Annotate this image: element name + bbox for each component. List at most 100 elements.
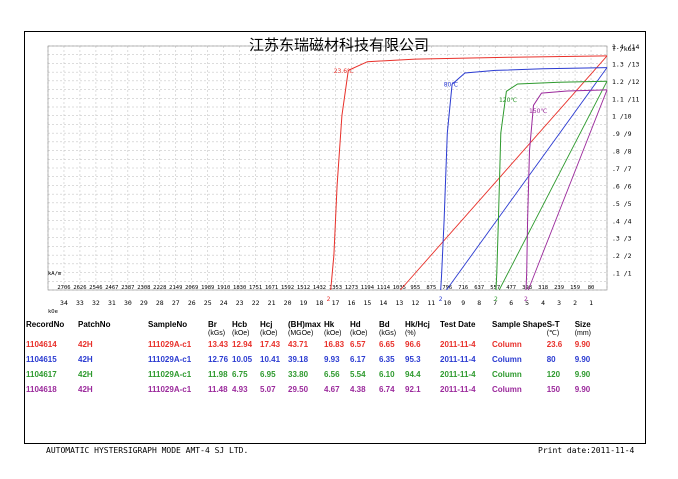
x-tick-label-koe: 13 [395, 299, 403, 307]
x-tick-label-kam: 1671 [265, 285, 278, 291]
table-cell: 9.90 [574, 355, 591, 364]
y-tick-label: .8 /8 [612, 148, 632, 156]
y-tick-label: .6 /6 [612, 182, 632, 190]
x-axis-unit-koe: kOe [48, 309, 58, 315]
temperature-label: 23.6℃ [334, 68, 354, 75]
x-tick-label-koe: 23 [236, 299, 244, 307]
col-hcb: Hcb [232, 320, 248, 329]
y-tick-label: 1 /10 [612, 113, 632, 121]
col-st: S-T [546, 320, 560, 329]
footer-instrument: AUTOMATIC HYSTERSIGRAPH MODE AMT-4 SJ LT… [46, 446, 249, 455]
x-tick-label-kam: 2706 [57, 285, 70, 291]
x-tick-label-kam: 1035 [393, 285, 406, 291]
x-tick-label-koe: 26 [188, 299, 196, 307]
unit-cell: (kOe) [232, 329, 250, 337]
x-tick-label-kam: 2387 [121, 285, 134, 291]
unit-cell: (mm) [574, 329, 592, 337]
table-cell: 1104615 [26, 355, 57, 364]
x-tick-label-koe: 8 [477, 299, 481, 307]
x-tick-label-koe: 7 [493, 299, 497, 307]
y-tick-label: .3 /3 [612, 235, 632, 243]
unit-cell [148, 329, 208, 337]
table-cell: 6.10 [379, 370, 395, 379]
x-tick-label-koe: 24 [220, 299, 228, 307]
x-tick-label-kam: 398 [522, 285, 532, 291]
hcj-marker: 2 [494, 296, 498, 303]
table-cell: 80 [546, 355, 556, 364]
col-sampleno: SampleNo [148, 320, 188, 329]
y-tick-label: 1.3 /13 [612, 60, 639, 68]
table-header-row: RecordNo PatchNo SampleNo Br Hcb Hcj (BH… [26, 320, 599, 329]
table-cell: 6.74 [379, 385, 395, 394]
x-tick-label-koe: 1 [589, 299, 593, 307]
x-tick-label-koe: 4 [541, 299, 545, 307]
col-bd: Bd [379, 320, 390, 329]
col-patchno: PatchNo [78, 320, 111, 329]
col-bhmax: (BH)max [288, 320, 321, 329]
unit-cell: (kGs) [379, 329, 397, 337]
footer-print-date: Print date:2011-11-4 [538, 446, 635, 455]
x-tick-label-koe: 12 [411, 299, 419, 307]
table-cell: 2011-11-4 [440, 385, 476, 394]
col-testdate: Test Date [440, 320, 476, 329]
table-cell: 39.18 [288, 355, 309, 364]
y-axis-unit: T /kGs [612, 45, 636, 53]
table-cell: 42H [78, 385, 93, 394]
table-cell: 1104618 [26, 385, 57, 394]
table-cell: 12.94 [232, 340, 253, 349]
table-cell: 6.65 [379, 340, 395, 349]
x-tick-label-koe: 31 [108, 299, 116, 307]
y-tick-label: .2 /2 [612, 252, 632, 260]
table-cell: 42H [78, 355, 93, 364]
x-tick-label-kam: 1194 [361, 285, 375, 291]
table-cell: 6.35 [379, 355, 395, 364]
y-tick-label: .5 /5 [612, 200, 632, 208]
col-hd: Hd [350, 320, 361, 329]
unit-cell: (%) [405, 329, 416, 337]
results-table: RecordNo PatchNo SampleNo Br Hcb Hcj (BH… [26, 320, 599, 397]
x-tick-label-kam: 1592 [281, 285, 294, 291]
table-cell: 111029A-c1 [148, 355, 192, 364]
x-tick-label-koe: 11 [427, 299, 435, 307]
x-tick-label-kam: 1910 [217, 285, 230, 291]
x-tick-label-koe: 32 [92, 299, 100, 307]
x-tick-label-koe: 6 [509, 299, 513, 307]
x-tick-label-koe: 9 [461, 299, 465, 307]
table-row: 1104617 42H 111029A-c1 11.98 6.75 6.95 33.80 6.… [26, 367, 599, 382]
col-hk: Hk [324, 320, 335, 329]
x-tick-label-kam: 1512 [297, 285, 310, 291]
b-curve [527, 89, 608, 291]
x-tick-label-koe: 21 [268, 299, 276, 307]
table-cell: 94.4 [405, 370, 421, 379]
x-tick-label-koe: 33 [76, 299, 84, 307]
hcj-marker: 2 [439, 296, 443, 303]
unit-cell: (℃) [546, 330, 560, 337]
j-curve [525, 89, 608, 291]
x-axis-unit-kam: kA/m [48, 271, 62, 277]
table-cell: 6.56 [324, 370, 340, 379]
x-tick-label-koe: 15 [364, 299, 372, 307]
table-cell: 2011-11-4 [440, 340, 476, 349]
x-tick-label-koe: 18 [316, 299, 324, 307]
x-tick-label-kam: 955 [410, 285, 420, 291]
x-tick-label-kam: 1114 [377, 285, 391, 291]
table-cell: Column [492, 355, 522, 364]
unit-cell [78, 329, 148, 337]
x-tick-label-kam: 557 [490, 285, 500, 291]
table-cell: 43.71 [288, 340, 309, 349]
table-cell: 6.17 [350, 355, 366, 364]
table-cell: 111029A-c1 [148, 385, 192, 394]
col-br: Br [208, 320, 217, 329]
b-curve [446, 67, 608, 291]
x-tick-label-kam: 2546 [89, 285, 102, 291]
table-cell: 95.3 [405, 355, 421, 364]
company-title: 江苏东瑞磁材科技有限公司 [248, 36, 429, 54]
unit-cell [492, 329, 547, 337]
x-tick-label-kam: 1830 [233, 285, 246, 291]
x-tick-label-kam: 1273 [345, 285, 358, 291]
report-frame [24, 31, 646, 444]
x-tick-label-koe: 10 [443, 299, 451, 307]
table-cell: 42H [78, 340, 93, 349]
table-cell: 13.43 [208, 340, 229, 349]
